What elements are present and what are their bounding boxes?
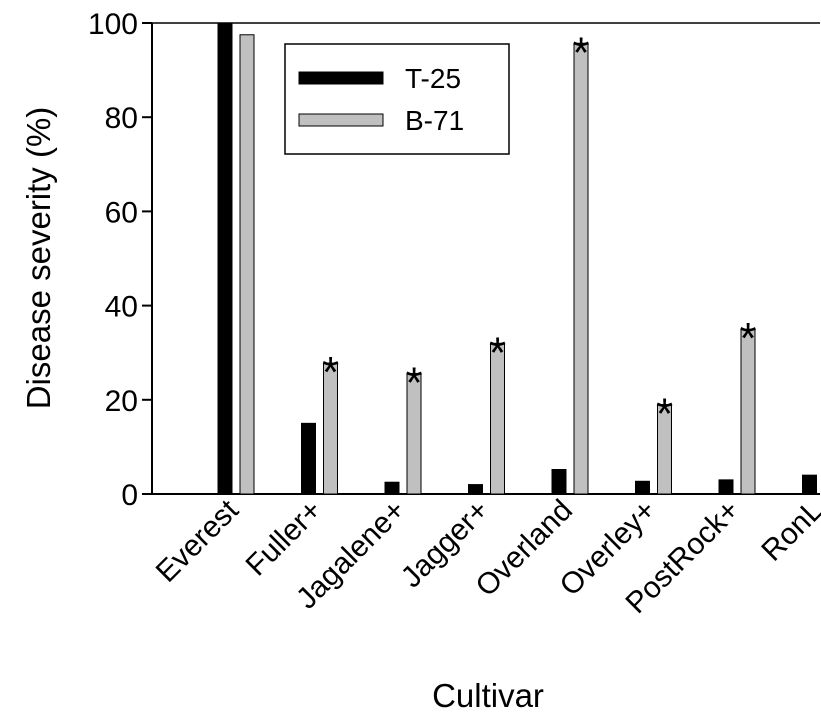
bars xyxy=(217,22,817,495)
bar-b-71-fuller xyxy=(323,362,338,495)
bar-b-71-everest xyxy=(239,34,255,495)
y-tick-label: 40 xyxy=(105,291,138,324)
significance-star: * xyxy=(405,358,422,407)
bar-t-25-everest xyxy=(217,22,233,495)
bar-t-25-postrock xyxy=(718,479,734,495)
legend-swatch-b-71 xyxy=(298,113,384,127)
category-labels: EverestFuller+Jagalene+Jagger+OverlandOv… xyxy=(150,493,821,620)
significance-markers: ******* xyxy=(322,28,757,439)
y-axis-title: Disease severity (%) xyxy=(20,107,57,410)
legend-label: T-25 xyxy=(405,63,461,94)
legend-box xyxy=(284,43,510,155)
bar-t-25-jagalene xyxy=(384,481,400,495)
y-tick-label: 80 xyxy=(105,102,138,135)
bar-t-25-overland xyxy=(551,469,567,495)
significance-star: * xyxy=(322,348,339,397)
legend-label: B-71 xyxy=(405,105,464,136)
y-tick-label: 60 xyxy=(105,196,138,229)
x-tick-label: Everest xyxy=(150,493,246,589)
significance-star: * xyxy=(572,28,589,77)
x-axis-title: Cultivar xyxy=(432,677,544,714)
bar-t-25-fuller xyxy=(301,422,316,495)
bar-b-71-postrock xyxy=(740,328,756,495)
significance-star: * xyxy=(489,328,506,377)
legend: T-25 B-71 xyxy=(284,43,510,155)
significance-star: * xyxy=(739,314,756,363)
bar-t-25-ronl xyxy=(802,474,817,495)
axes: 0 20 40 60 80 100 xyxy=(88,8,820,512)
bar-b-71-jagger xyxy=(490,342,505,495)
bar-b-71-jagalene xyxy=(406,372,422,495)
y-tick-label: 0 xyxy=(121,479,138,512)
y-tick-label: 20 xyxy=(105,385,138,418)
significance-star: * xyxy=(656,390,673,439)
x-tick-label: RonL xyxy=(755,494,821,568)
y-tick-label: 100 xyxy=(88,8,138,41)
bar-t-25-overley xyxy=(635,480,650,495)
bar-t-25-jagger xyxy=(468,484,483,495)
bar-b-71-overley xyxy=(657,404,672,495)
legend-swatch-t-25 xyxy=(298,71,384,85)
bar-b-71-overland xyxy=(573,42,589,495)
